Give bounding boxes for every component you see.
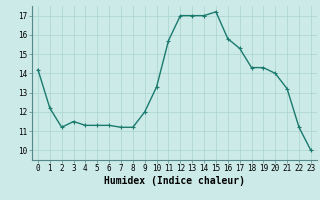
X-axis label: Humidex (Indice chaleur): Humidex (Indice chaleur) (104, 176, 245, 186)
